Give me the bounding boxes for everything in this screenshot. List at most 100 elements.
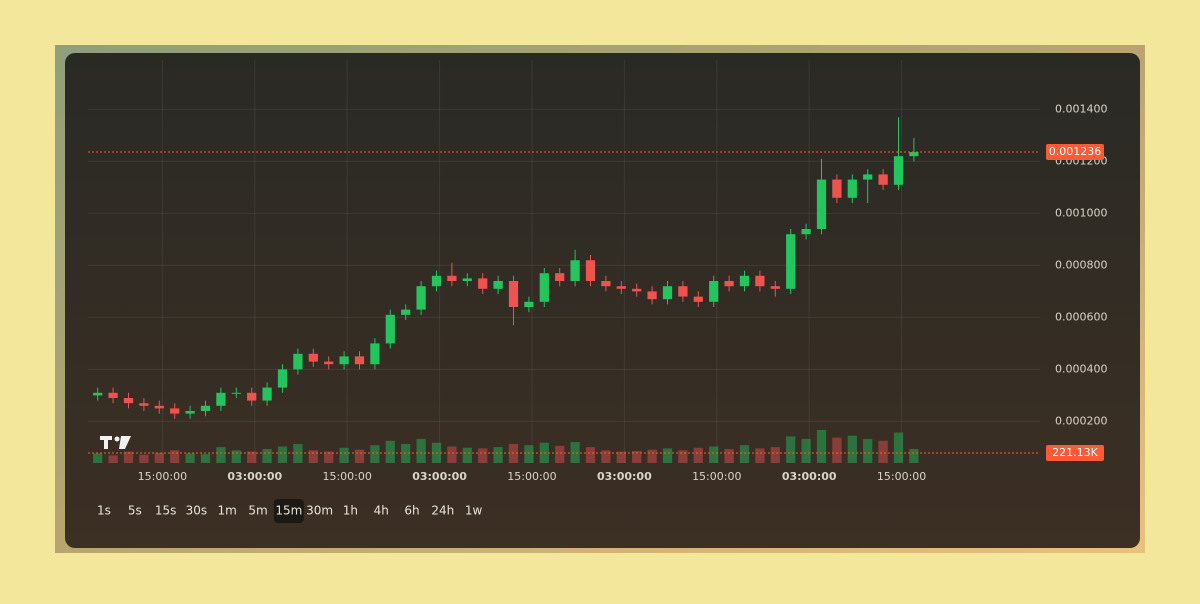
candle-body xyxy=(231,392,241,394)
candle-body xyxy=(786,234,796,289)
interval-button[interactable]: 6h xyxy=(404,504,419,518)
candle-body xyxy=(616,286,626,289)
candle-body xyxy=(893,156,904,185)
volume-bar xyxy=(570,442,580,463)
volume-bar xyxy=(139,454,149,463)
candle-body xyxy=(216,392,226,406)
candle-body xyxy=(647,291,657,300)
interval-button[interactable]: 5m xyxy=(248,504,267,518)
volume-bar xyxy=(478,448,488,463)
candle-body xyxy=(462,278,472,281)
volume-bar xyxy=(909,448,919,463)
candle-body xyxy=(324,361,334,365)
volume-bar xyxy=(755,448,765,463)
volume-bar xyxy=(293,443,303,463)
interval-active-bg xyxy=(273,499,304,523)
x-tick-label: 15:00:00 xyxy=(322,470,371,483)
candle-body xyxy=(909,152,919,157)
volume-bar xyxy=(385,440,395,463)
interval-button[interactable]: 15s xyxy=(155,504,177,518)
volume-bar xyxy=(247,451,257,463)
interval-button[interactable]: 30s xyxy=(186,504,208,518)
candle-body xyxy=(108,392,118,398)
volume-bar xyxy=(462,447,472,463)
volume-bar xyxy=(863,438,873,463)
volume-bar xyxy=(770,447,780,463)
interval-toolbar: 1s 5s 15s 30s 1m 5m 15m 30m 1h 4h 6h 24h 1w xyxy=(97,499,483,523)
tv-logo xyxy=(100,436,131,449)
candle-body xyxy=(601,281,611,287)
volume-bar xyxy=(354,449,365,463)
candle-body xyxy=(200,405,211,411)
volume-bar xyxy=(647,449,657,463)
candle-body xyxy=(709,281,719,302)
candle-body xyxy=(863,174,873,180)
interval-button[interactable]: 15m xyxy=(275,504,302,518)
x-tick-label: 15:00:00 xyxy=(507,470,556,483)
candle-body xyxy=(262,387,272,401)
volume-bar xyxy=(416,438,426,463)
x-tick-label: 03:00:00 xyxy=(597,470,652,483)
volume-bar xyxy=(170,450,180,463)
volume-bar xyxy=(585,447,596,463)
volume-bar xyxy=(370,445,380,463)
candle-body xyxy=(170,408,180,414)
volume-label-bg xyxy=(1046,444,1104,461)
price-label: 0.001236 xyxy=(1049,145,1102,158)
x-tick-label: 03:00:00 xyxy=(782,470,837,483)
interval-button[interactable]: 1s xyxy=(97,504,111,518)
interval-button[interactable]: 30m xyxy=(306,504,333,518)
volume-bar xyxy=(277,446,288,463)
candle-body xyxy=(154,405,164,409)
candle-body xyxy=(847,179,857,198)
volume-bar xyxy=(154,452,164,463)
candle-body xyxy=(801,229,811,235)
candle-body xyxy=(724,281,734,287)
interval-button[interactable]: 24h xyxy=(431,504,454,518)
candle-body xyxy=(678,286,688,297)
interval-button[interactable]: 5s xyxy=(128,504,142,518)
y-tick-label: 0.000800 xyxy=(1055,258,1108,271)
candle-body xyxy=(431,275,442,287)
volume-bar xyxy=(339,447,349,463)
interval-button[interactable]: 1h xyxy=(343,504,358,518)
volume-bar xyxy=(847,435,857,463)
y-tick-label: 0.000400 xyxy=(1055,362,1108,375)
volume-bar xyxy=(108,455,118,463)
volume-bar xyxy=(678,450,688,463)
candle-body xyxy=(139,403,149,406)
candle-body xyxy=(93,392,103,396)
volume-bar xyxy=(739,445,750,463)
candle-body xyxy=(478,278,488,289)
volume-bar xyxy=(200,454,211,463)
candle-body xyxy=(185,411,195,414)
y-tick-label: 0.000200 xyxy=(1055,414,1108,427)
volume-bar xyxy=(709,446,719,463)
volume-bar xyxy=(123,451,134,463)
volume-bar xyxy=(555,445,565,463)
candle-body xyxy=(770,286,780,289)
candle-body xyxy=(570,260,580,281)
candle-body xyxy=(555,273,565,281)
y-tick-label: 0.001000 xyxy=(1055,206,1108,219)
candle-body xyxy=(123,398,134,404)
volume-bar xyxy=(185,453,195,463)
volume-bar xyxy=(262,449,272,463)
volume-bar xyxy=(231,450,241,463)
interval-button[interactable]: 1w xyxy=(465,504,483,518)
volume-bar xyxy=(308,450,318,463)
y-tick-label: 0.001400 xyxy=(1055,102,1108,115)
volume-bar xyxy=(493,447,503,463)
volume-bar xyxy=(601,450,611,463)
candle-body xyxy=(632,288,642,292)
volume-bar xyxy=(832,437,842,463)
interval-button[interactable]: 4h xyxy=(374,504,389,518)
candle-body xyxy=(293,353,303,370)
interval-button[interactable]: 1m xyxy=(218,504,237,518)
candle-body xyxy=(816,179,827,229)
volume-bar xyxy=(447,446,457,463)
volume-bar xyxy=(324,451,334,463)
volume-bar xyxy=(632,450,642,463)
